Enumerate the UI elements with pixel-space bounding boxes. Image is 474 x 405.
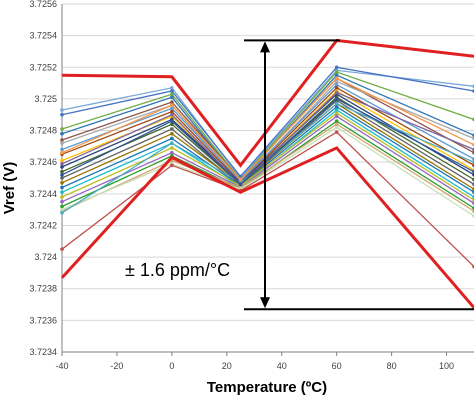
series-point bbox=[60, 147, 64, 152]
series-point bbox=[334, 79, 339, 84]
series-point bbox=[170, 112, 174, 117]
series-point bbox=[60, 150, 64, 155]
series-point bbox=[60, 158, 64, 163]
annotation-layer bbox=[244, 39, 474, 311]
series-point bbox=[170, 136, 174, 141]
series-point bbox=[334, 97, 339, 101]
series-point bbox=[60, 185, 64, 190]
y-tick-label: 3.7248 bbox=[29, 126, 57, 136]
series-point bbox=[334, 73, 339, 77]
series-point bbox=[334, 130, 339, 134]
upper-bound-line bbox=[61, 38, 474, 168]
annotation-label: ± 1.6 ppm/°C bbox=[125, 260, 230, 280]
x-tick-label: 60 bbox=[332, 361, 342, 371]
series-point bbox=[334, 90, 339, 95]
series-point bbox=[60, 173, 64, 177]
series-point bbox=[60, 199, 64, 204]
x-tick-label: -20 bbox=[110, 361, 123, 371]
series-point bbox=[60, 141, 64, 145]
series-point bbox=[60, 176, 64, 180]
lower-bound-line bbox=[60, 146, 474, 309]
series-point bbox=[334, 119, 339, 123]
y-tick-label: 3.7246 bbox=[29, 157, 57, 167]
series-point bbox=[60, 169, 64, 174]
gridlines bbox=[62, 3, 474, 353]
data-series bbox=[60, 65, 474, 269]
series-point bbox=[60, 195, 64, 199]
series-point bbox=[334, 82, 339, 87]
y-tick-label: 3.725 bbox=[34, 94, 57, 104]
series-point bbox=[60, 180, 64, 185]
series-point bbox=[170, 141, 174, 145]
series-point bbox=[334, 111, 339, 115]
y-tick-label: 3.7256 bbox=[29, 0, 57, 9]
series-point bbox=[60, 190, 64, 195]
series-point bbox=[170, 103, 174, 108]
y-axis-label: Vref (V) bbox=[1, 162, 18, 215]
x-tick-labels: -40 -20 0 20 40 60 80 100 bbox=[55, 361, 454, 371]
series-point bbox=[170, 86, 174, 90]
series-point bbox=[60, 131, 64, 136]
series-point bbox=[60, 127, 64, 131]
series-point bbox=[60, 204, 64, 209]
series-point bbox=[334, 86, 339, 90]
series-point bbox=[60, 211, 64, 215]
y-tick-label: 3.7244 bbox=[29, 189, 57, 199]
x-axis-label: Temperature (ºC) bbox=[207, 379, 327, 396]
y-tick-label: 3.7252 bbox=[29, 62, 57, 72]
x-tick-label: 40 bbox=[277, 361, 287, 371]
y-tick-labels: 3.7234 3.7236 3.7238 3.724 3.7242 3.7244 3.724… bbox=[29, 0, 57, 357]
series-point bbox=[170, 122, 174, 127]
x-tick-label: 80 bbox=[387, 361, 397, 371]
series-point bbox=[170, 150, 174, 155]
arrowhead-down bbox=[260, 297, 270, 309]
x-tick-label: 0 bbox=[169, 361, 174, 371]
series-point bbox=[334, 125, 339, 130]
series-point bbox=[334, 101, 339, 106]
series-point bbox=[170, 119, 174, 123]
series-point bbox=[170, 146, 174, 150]
y-tick-label: 3.7254 bbox=[29, 31, 57, 41]
series-point bbox=[334, 114, 339, 119]
series-point bbox=[60, 207, 64, 212]
y-tick-label: 3.724 bbox=[34, 252, 57, 262]
x-tick-label: -40 bbox=[55, 361, 68, 371]
y-tick-label: 3.7238 bbox=[29, 284, 57, 294]
series-point bbox=[238, 182, 243, 187]
series-point bbox=[170, 131, 174, 136]
series-point bbox=[60, 165, 64, 169]
x-tick-label: 20 bbox=[222, 361, 232, 371]
series-point bbox=[238, 177, 243, 182]
series-point bbox=[334, 122, 339, 127]
y-tick-label: 3.7242 bbox=[29, 220, 57, 230]
series-point bbox=[60, 247, 64, 251]
series-point bbox=[170, 127, 174, 131]
y-tick-label: 3.7236 bbox=[29, 315, 57, 325]
series-point bbox=[238, 174, 243, 179]
series-point bbox=[60, 138, 64, 142]
series-point bbox=[60, 161, 64, 166]
series-point bbox=[170, 89, 174, 93]
bound-lines bbox=[60, 38, 474, 309]
y-tick-label: 3.7234 bbox=[29, 347, 57, 357]
arrowhead-up bbox=[260, 41, 270, 53]
series-point bbox=[170, 92, 174, 96]
x-tick-label: 100 bbox=[439, 361, 454, 371]
series-point bbox=[60, 112, 64, 117]
series-point bbox=[334, 108, 339, 112]
series-point bbox=[170, 106, 174, 111]
series-point bbox=[334, 76, 339, 81]
series-point bbox=[170, 163, 174, 168]
series-point bbox=[170, 95, 174, 100]
series-point bbox=[170, 109, 174, 114]
series-point bbox=[170, 100, 174, 104]
series-point bbox=[334, 70, 339, 74]
series-point bbox=[60, 108, 64, 112]
series-point bbox=[334, 105, 339, 109]
series-point bbox=[334, 65, 339, 70]
